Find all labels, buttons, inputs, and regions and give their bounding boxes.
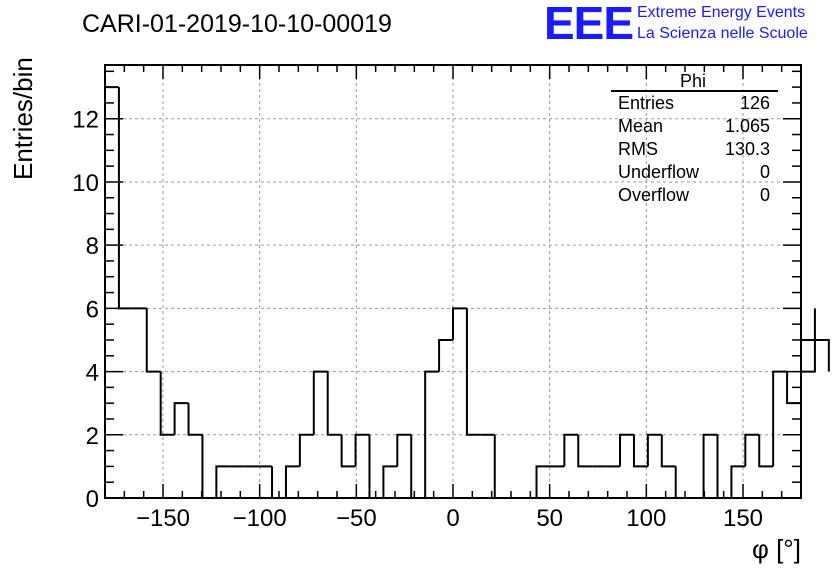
x-tick-label: −50: [336, 505, 377, 532]
histogram-bin: [284, 465, 300, 498]
stats-value: 0: [759, 185, 770, 205]
x-tick-label: −150: [136, 505, 190, 532]
y-tick-label: 0: [86, 486, 99, 513]
stats-value: 126: [739, 93, 770, 113]
stats-label: Entries: [618, 93, 675, 113]
histogram-bin: [758, 434, 774, 468]
histogram-bin: [159, 371, 175, 436]
x-tick-label: 50: [536, 505, 563, 532]
histogram-bin: [744, 433, 760, 467]
histogram-bin: [215, 465, 231, 498]
eee-logo: EEE: [544, 0, 634, 49]
histogram-bin: [535, 465, 551, 498]
histogram-bin: [382, 465, 398, 498]
stats-value: 1.065: [724, 116, 770, 136]
histogram-bin: [312, 370, 328, 435]
stats-value: 0: [759, 162, 770, 182]
y-tick-label: 8: [86, 233, 99, 260]
histogram-bin: [563, 433, 579, 467]
y-tick-label: 12: [72, 107, 99, 134]
histogram-bin: [173, 402, 189, 435]
x-tick-label: 0: [446, 505, 459, 532]
stats-label: Mean: [618, 116, 664, 136]
histogram-bin: [465, 308, 481, 436]
y-tick-label: 2: [86, 423, 99, 450]
logo-line-1: Extreme Energy Events: [637, 4, 806, 21]
histogram-bin: [619, 433, 634, 467]
histogram-bin: [716, 434, 732, 499]
histogram-bin: [187, 403, 203, 436]
histogram-bin: [201, 434, 217, 499]
histogram-bin: [354, 433, 370, 467]
histogram-bin: [577, 434, 593, 468]
histogram-bin: [326, 371, 342, 436]
histogram-bin: [145, 308, 161, 373]
histogram-bin: [801, 308, 816, 373]
histogram-bin: [493, 434, 509, 499]
histogram-bin: [340, 434, 356, 468]
stats-label: Overflow: [618, 185, 690, 205]
histogram-bin: [117, 87, 133, 310]
histogram-bin: [298, 433, 314, 467]
histogram-bin: [632, 434, 648, 468]
stats-name: Phi: [680, 71, 707, 91]
histogram-bin: [424, 370, 440, 498]
x-tick-label: −100: [233, 505, 287, 532]
histogram-bin: [674, 466, 690, 499]
y-tick-label: 10: [72, 170, 99, 197]
histogram-bin: [702, 433, 718, 498]
histogram-bin: [660, 434, 676, 468]
stats-value: 130.3: [724, 139, 770, 159]
chart-title: CARI-01-2019-10-10-00019: [82, 10, 392, 38]
histogram-bin: [772, 370, 788, 467]
histogram-bin: [368, 434, 384, 499]
histogram-bin: [801, 338, 830, 372]
histogram-bin: [396, 433, 412, 467]
histogram-bin: [452, 307, 467, 340]
y-tick-label: 6: [86, 296, 99, 323]
histogram-bin: [438, 338, 453, 372]
stats-label: Underflow: [618, 162, 700, 182]
y-tick-label: 4: [86, 360, 99, 387]
stats-label: RMS: [618, 139, 658, 159]
x-axis-label: φ [°]: [752, 534, 801, 564]
histogram-bin: [410, 434, 426, 499]
logo-line-2: La Scienza nelle Scuole: [637, 25, 808, 42]
x-tick-label: 150: [723, 505, 763, 532]
histogram-bin: [646, 433, 662, 467]
x-tick-label: 100: [626, 505, 666, 532]
histogram-bin: [730, 465, 746, 498]
